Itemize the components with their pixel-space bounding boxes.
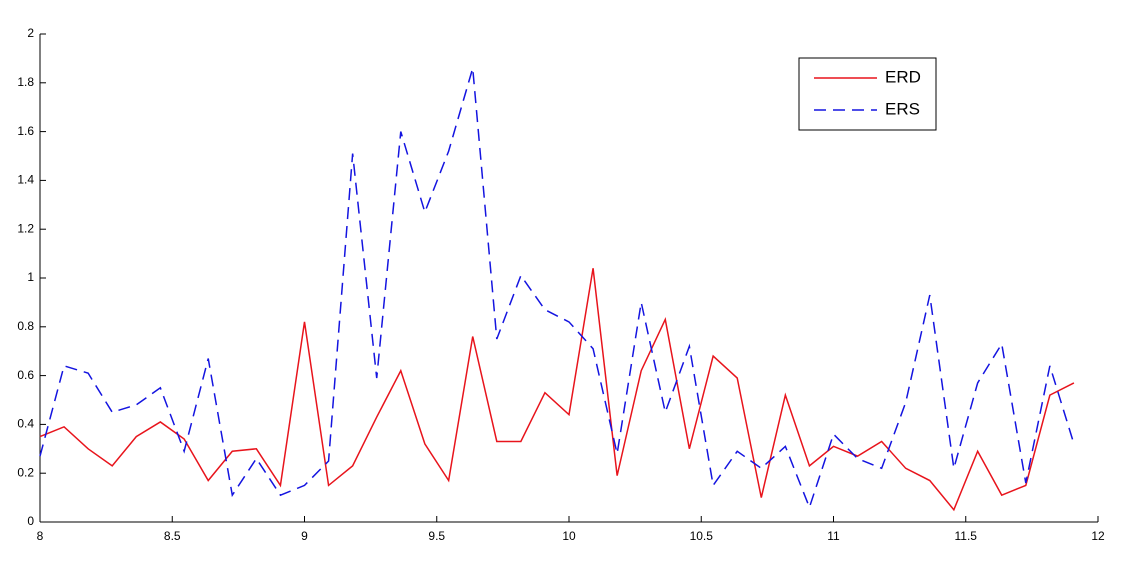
x-tick-label: 9.5: [428, 529, 445, 543]
x-tick-label: 8: [37, 529, 44, 543]
series-line: [39, 268, 1075, 512]
y-tick-label: 0.8: [17, 319, 34, 333]
x-tick-label: 12: [1091, 529, 1105, 543]
y-tick-label: 1.6: [17, 124, 34, 138]
x-tick-label: 10.5: [690, 529, 714, 543]
y-tick-label: 2: [27, 26, 34, 40]
legend-label: ERS: [885, 99, 920, 118]
y-tick-label: 0.6: [17, 368, 34, 382]
y-tick-label: 0.4: [17, 417, 34, 431]
x-tick-label: 11: [827, 529, 840, 543]
x-tick-label: 10: [562, 529, 576, 543]
y-tick-label: 0.2: [17, 465, 34, 479]
x-tick-label: 11.5: [955, 529, 978, 543]
y-tick-label: 1.8: [17, 75, 34, 89]
x-tick-label: 8.5: [164, 529, 181, 543]
legend-label: ERD: [885, 67, 921, 86]
y-tick-label: 1.2: [17, 221, 34, 235]
y-tick-label: 0: [27, 514, 34, 528]
series-line: [39, 67, 1075, 510]
x-tick-label: 9: [301, 529, 308, 543]
legend-box: [798, 57, 937, 131]
y-tick-label: 1: [27, 270, 34, 284]
y-tick-label: 1.4: [17, 173, 34, 187]
